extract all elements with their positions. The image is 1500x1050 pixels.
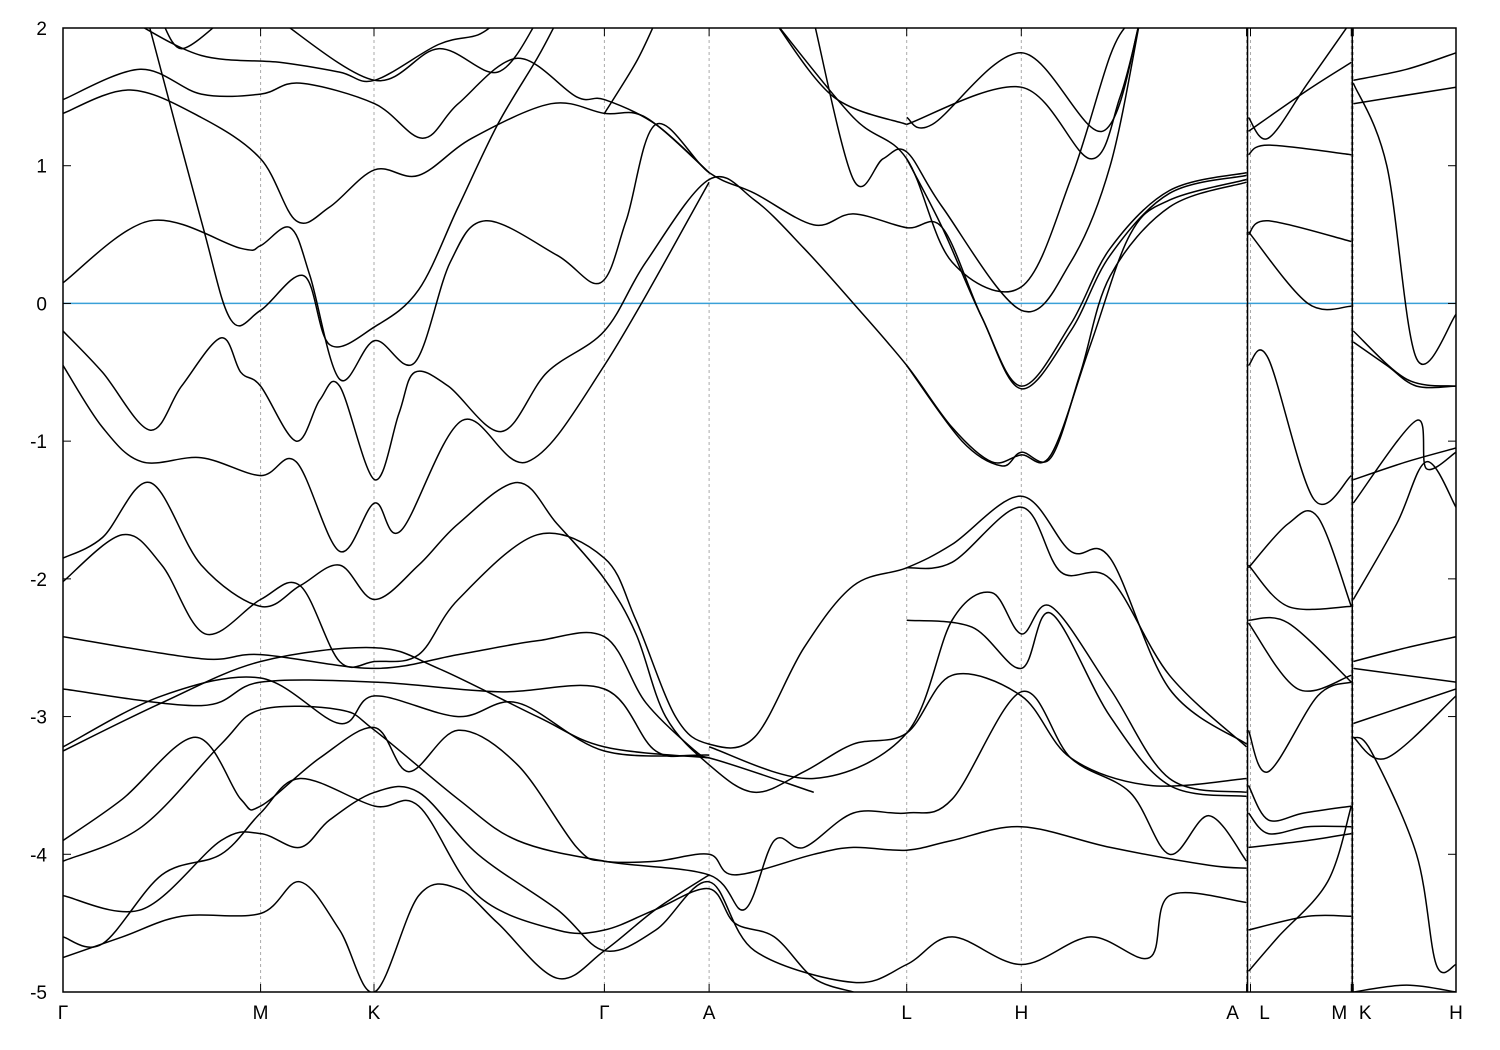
band-line (1247, 510, 1353, 607)
band-line (149, 28, 555, 348)
band-line (63, 89, 710, 224)
path-breaks (1246, 28, 1354, 992)
band-line (1352, 736, 1456, 974)
band-line (1247, 564, 1352, 611)
x-tick-label: H (1014, 1003, 1028, 1024)
band-line (1352, 330, 1456, 387)
y-tick-label: 2 (36, 19, 47, 40)
band-line (1353, 447, 1456, 481)
band-line (1247, 812, 1352, 835)
band-line (1247, 220, 1352, 243)
band-line (906, 158, 1247, 387)
band-line (1247, 681, 1352, 773)
band-line (1352, 419, 1456, 504)
band-line (1248, 832, 1352, 849)
band-line (1248, 144, 1352, 156)
x-tick-label: A (1226, 1003, 1239, 1024)
band-line (708, 591, 1247, 794)
band-line (814, 28, 1140, 313)
band-line (1352, 695, 1456, 760)
band-line (1247, 231, 1352, 311)
band-line (1352, 82, 1456, 366)
band-line (778, 28, 907, 126)
x-tick-label: M (1331, 1003, 1347, 1024)
band-line (63, 646, 710, 759)
band-line (164, 28, 214, 50)
band-line (1353, 984, 1456, 992)
y-tick-label: -5 (30, 983, 47, 1004)
band-line (63, 57, 710, 174)
band-line (1353, 635, 1456, 663)
band-line (906, 506, 1248, 748)
x-tick-label: L (1259, 1003, 1270, 1024)
x-tick-label: Γ (58, 1003, 68, 1024)
band-line (1248, 61, 1352, 132)
band-line (63, 181, 710, 553)
band-line (603, 28, 654, 114)
band-line (63, 175, 1247, 481)
band-line (1353, 86, 1456, 105)
band-line (1352, 341, 1456, 389)
band-line (1247, 349, 1352, 506)
band-line (143, 28, 491, 83)
y-axis-ticks: -5 -4 -3 -2 -1 0 1 2 (30, 19, 1456, 1004)
x-tick-label: L (901, 1003, 912, 1024)
x-tick-label: A (703, 1003, 716, 1024)
band-line (1247, 805, 1353, 972)
band-line (63, 122, 1247, 390)
x-tick-label: H (1449, 1003, 1463, 1024)
band-line (288, 28, 534, 82)
band-line (63, 874, 710, 992)
x-tick-label: K (368, 1003, 381, 1024)
y-tick-label: -1 (30, 432, 47, 453)
band-line (1353, 52, 1456, 82)
band-line (1248, 616, 1352, 683)
band-line (63, 495, 1248, 749)
y-tick-label: -2 (30, 570, 47, 591)
band-line (63, 690, 1248, 911)
x-tick-label: K (1359, 1003, 1372, 1024)
band-line (906, 28, 1139, 160)
band-line (1247, 785, 1352, 822)
y-tick-label: -4 (30, 845, 47, 866)
band-line (1353, 688, 1456, 725)
band-line (778, 28, 1126, 293)
x-tick-label: M (253, 1003, 269, 1024)
x-tick-label: Γ (599, 1003, 609, 1024)
band-line (906, 28, 1139, 133)
plot-frame (62, 27, 1457, 993)
band-line (63, 631, 710, 759)
band-line (906, 612, 1247, 798)
y-tick-label: 0 (36, 294, 47, 315)
band-line (1248, 914, 1352, 931)
y-tick-label: 1 (36, 157, 47, 178)
band-line (1247, 28, 1348, 140)
band-line (906, 181, 1247, 467)
band-line (63, 785, 1247, 984)
band-line (63, 777, 854, 992)
band-line (1353, 667, 1456, 683)
bands (63, 28, 1456, 992)
band-line (1352, 461, 1456, 600)
band-line (1247, 622, 1352, 692)
y-tick-label: -3 (30, 708, 47, 729)
band-line (63, 676, 710, 757)
band-line (63, 481, 1247, 794)
